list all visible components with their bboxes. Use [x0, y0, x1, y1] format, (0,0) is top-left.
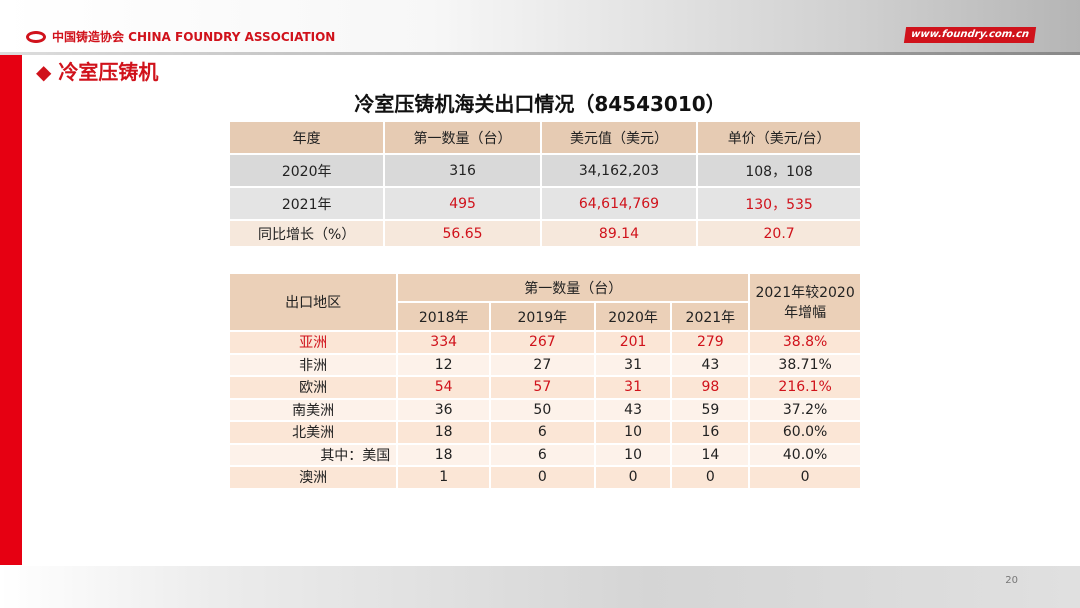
table-header-row: 出口地区 第一数量（台） 2021年较2020年增幅 — [227, 272, 862, 332]
cell: 495 — [383, 186, 542, 221]
export-region-table: 出口地区 第一数量（台） 2021年较2020年增幅 2018年 2019年 2… — [227, 272, 862, 490]
cell: 60.0% — [748, 420, 862, 445]
table-row: 其中：美国 18 6 10 14 40.0% — [227, 442, 862, 467]
cell: 2021年 — [227, 186, 386, 221]
table-header-row: 2018年 2019年 2020年 2021年 — [229, 301, 861, 332]
cell: 10 — [593, 420, 673, 445]
cell: 0 — [489, 465, 596, 490]
cell: 267 — [489, 330, 596, 355]
cell: 59 — [670, 397, 751, 422]
cell: 1 — [396, 465, 492, 490]
slide-title: 冷室压铸机海关出口情况（84543010） — [354, 92, 726, 116]
cell: 2020年 — [227, 153, 386, 188]
logo-icon — [26, 30, 46, 43]
cell: 316 — [383, 153, 542, 188]
cell: 6 — [489, 442, 596, 467]
cell: 43 — [670, 352, 751, 377]
header-cell: 第一数量（台） — [396, 272, 751, 303]
table-row: 2021年 495 64,614,769 130，535 — [227, 186, 862, 221]
cell: 12 — [396, 352, 492, 377]
cell: 20.7 — [696, 219, 862, 248]
cell: 27 — [489, 352, 596, 377]
table-row: 2020年 316 34,162,203 108，108 — [227, 153, 862, 188]
table-row: 北美洲 18 6 10 16 60.0% — [227, 420, 862, 445]
cell: 130，535 — [696, 186, 862, 221]
bottom-banner — [0, 566, 1080, 608]
cell: 亚洲 — [227, 330, 399, 355]
table-row: 欧洲 54 57 31 98 216.1% — [227, 375, 862, 400]
header-cell: 出口地区 — [227, 272, 399, 332]
cell: 北美洲 — [227, 420, 399, 445]
cell: 201 — [593, 330, 673, 355]
cell: 108，108 — [696, 153, 862, 188]
header-cell: 美元值（美元） — [539, 120, 699, 155]
cell: 36 — [396, 397, 492, 422]
cell: 334 — [396, 330, 492, 355]
table-row: 南美洲 36 50 43 59 37.2% — [227, 397, 862, 422]
export-summary-table: 年度 第一数量（台） 美元值（美元） 单价（美元/台） 2020年 316 34… — [227, 120, 862, 248]
table-row: 亚洲 334 267 201 279 38.8% — [227, 330, 862, 355]
cell: 0 — [593, 465, 673, 490]
cell: 50 — [489, 397, 596, 422]
cell: 0 — [748, 465, 862, 490]
cell: 其中：美国 — [227, 442, 399, 467]
header-cell: 2019年 — [489, 301, 596, 332]
cell: 同比增长（%） — [227, 219, 386, 248]
cell: 非洲 — [227, 352, 399, 377]
table-row: 非洲 12 27 31 43 38.71% — [227, 352, 862, 377]
header-cell: 2018年 — [396, 301, 492, 332]
top-banner — [0, 0, 1080, 54]
cell: 89.14 — [539, 219, 699, 248]
cell: 57 — [489, 375, 596, 400]
cell: 34,162,203 — [539, 153, 699, 188]
cell: 18 — [396, 442, 492, 467]
cell: 18 — [396, 420, 492, 445]
table-header-row: 年度 第一数量（台） 美元值（美元） 单价（美元/台） — [227, 120, 862, 155]
header-cell: 年度 — [227, 120, 386, 155]
cell: 98 — [670, 375, 751, 400]
table-row: 澳洲 1 0 0 0 0 — [227, 465, 862, 490]
section-heading: ◆ 冷室压铸机 — [36, 60, 159, 84]
cell: 43 — [593, 397, 673, 422]
header-cell: 2021年较2020年增幅 — [748, 272, 862, 332]
cell: 南美洲 — [227, 397, 399, 422]
cell: 16 — [670, 420, 751, 445]
site-badge: www.foundry.com.cn — [903, 27, 1037, 43]
table-row: 同比增长（%） 56.65 89.14 20.7 — [227, 219, 862, 248]
divider — [0, 52, 1080, 55]
cell: 31 — [593, 352, 673, 377]
org-name: 中国铸造协会 CHINA FOUNDRY ASSOCIATION — [52, 30, 336, 44]
org-logo: 中国铸造协会 CHINA FOUNDRY ASSOCIATION — [26, 28, 335, 45]
cell: 38.8% — [748, 330, 862, 355]
header-cell: 单价（美元/台） — [696, 120, 862, 155]
cell: 279 — [670, 330, 751, 355]
header-cell: 第一数量（台） — [383, 120, 542, 155]
header-cell: 2020年 — [593, 301, 673, 332]
cell: 56.65 — [383, 219, 542, 248]
side-accent-bar — [0, 55, 22, 565]
header-cell: 2021年 — [670, 301, 751, 332]
cell: 14 — [670, 442, 751, 467]
cell: 31 — [593, 375, 673, 400]
cell: 0 — [670, 465, 751, 490]
cell: 10 — [593, 442, 673, 467]
page-number: 20 — [1005, 575, 1018, 586]
cell: 欧洲 — [227, 375, 399, 400]
cell: 216.1% — [748, 375, 862, 400]
cell: 38.71% — [748, 352, 862, 377]
cell: 37.2% — [748, 397, 862, 422]
cell: 64,614,769 — [539, 186, 699, 221]
cell: 6 — [489, 420, 596, 445]
cell: 澳洲 — [227, 465, 399, 490]
cell: 40.0% — [748, 442, 862, 467]
cell: 54 — [396, 375, 492, 400]
